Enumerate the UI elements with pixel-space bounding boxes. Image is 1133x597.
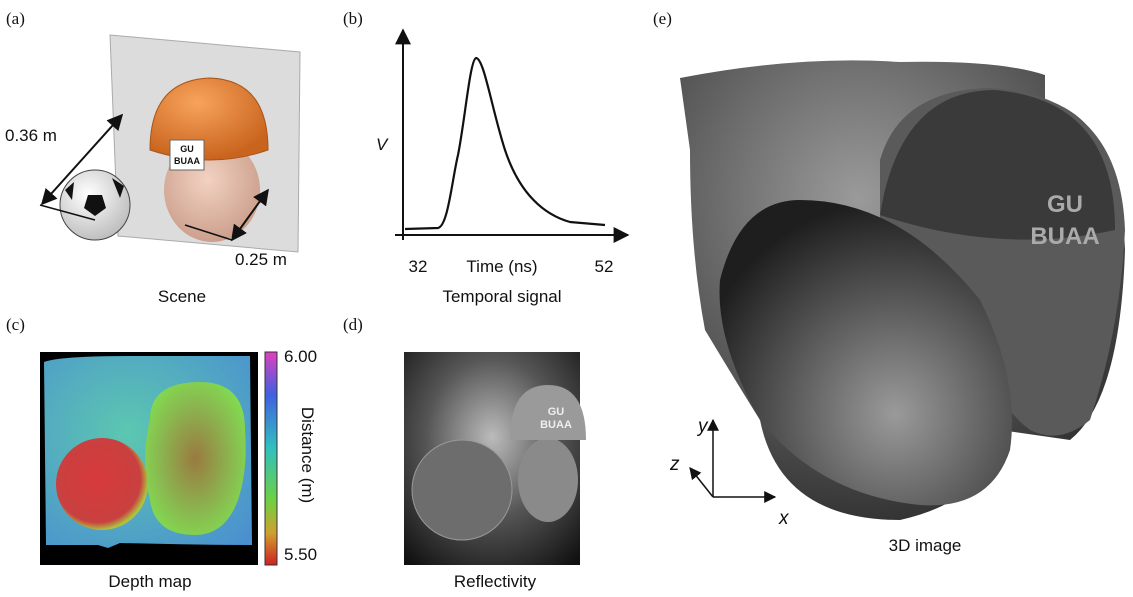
panel-label: (d) (343, 315, 363, 334)
helmet-3d (880, 90, 1115, 240)
colorbar-title: Distance (m) (298, 407, 317, 503)
reflectivity-ball (411, 439, 513, 541)
x-tick-label: 32 (409, 257, 428, 276)
helmet-text: GU (548, 406, 565, 418)
axis-label: y (696, 416, 709, 437)
helmet-text: BUAA (1030, 223, 1099, 250)
leader-line (184, 224, 233, 241)
panel-label: (e) (653, 9, 672, 28)
caption: Scene (158, 287, 206, 306)
y-axis-label: V (376, 135, 389, 154)
caption: Temporal signal (442, 287, 561, 306)
helmet-text: BUAA (540, 419, 572, 431)
caption: Depth map (108, 572, 191, 591)
depth-ball (56, 438, 148, 530)
ball-3d (719, 200, 1012, 506)
panel-label: (a) (6, 9, 25, 28)
panel-label: (c) (6, 315, 25, 334)
reflectivity-helmet (510, 385, 586, 440)
colorbar-tick: 6.00 (284, 347, 317, 366)
x-axis-label: Time (ns) (466, 257, 537, 276)
caption: 3D image (889, 536, 962, 555)
panel-label: (b) (343, 9, 363, 28)
reflectivity-head (518, 438, 578, 522)
distance-label: 0.36 m (5, 126, 57, 145)
axis-label: x (778, 508, 790, 529)
leader-line (39, 204, 96, 221)
axis-z (689, 467, 714, 498)
colorbar (264, 351, 278, 566)
badge-text: GU (180, 144, 194, 154)
signal-curve (404, 56, 606, 231)
distance-label: 0.25 m (235, 250, 287, 269)
helmet-text: GU (1047, 191, 1083, 218)
axis-label: z (669, 454, 680, 475)
x-tick-label: 52 (595, 257, 614, 276)
depth-head (145, 382, 246, 535)
distance-arrow (231, 188, 269, 242)
badge-text: BUAA (174, 156, 200, 166)
colorbar-tick: 5.50 (284, 545, 317, 564)
distance-arrow (40, 113, 124, 206)
helmet-badge (169, 139, 205, 171)
caption: Reflectivity (454, 572, 537, 591)
